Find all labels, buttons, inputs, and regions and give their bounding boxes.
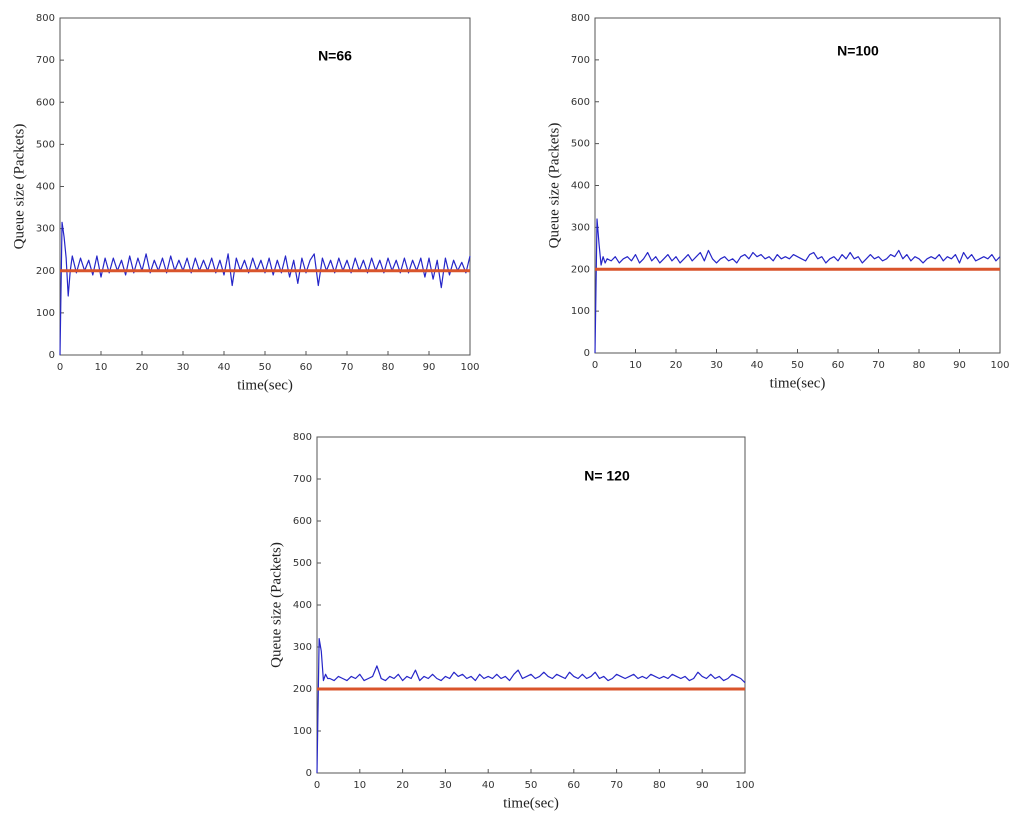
subplot: 0 100 200 300 400 500 600 700 800 0 10 20 30 40 50 60 70… (11, 13, 479, 393)
plot-area (59, 17, 471, 356)
y-tick-label: 500 (571, 139, 590, 150)
x-tick-label: 0 (592, 360, 598, 371)
x-tick-label: 20 (136, 362, 149, 373)
x-tick-label: 10 (95, 362, 108, 373)
y-tick-label: 0 (306, 768, 312, 779)
x-tick-label: 0 (57, 362, 63, 373)
y-tick-label: 300 (36, 224, 55, 235)
y-tick-label: 400 (293, 600, 312, 611)
subplot: 0 100 200 300 400 500 600 700 800 0 10 20 30 40 50 60 70… (268, 432, 754, 811)
x-tick-label: 70 (872, 360, 885, 371)
series-line (594, 218, 1001, 354)
x-tick-label: 100 (735, 780, 754, 791)
y-tick-label: 800 (293, 432, 312, 443)
x-tick-label: 50 (791, 360, 804, 371)
x-tick-label: 0 (314, 780, 320, 791)
x-tick-label: 60 (567, 780, 580, 791)
x-tick-label: 10 (353, 780, 366, 791)
y-tick-label: 100 (36, 308, 55, 319)
x-tick-label: 20 (396, 780, 409, 791)
annotation: N=100 (837, 43, 879, 59)
x-tick-label: 40 (218, 362, 231, 373)
y-tick-label: 700 (293, 474, 312, 485)
subplot: 0 100 200 300 400 500 600 700 800 0 10 20 30 40 50 60 70… (546, 13, 1009, 391)
y-tick-label: 800 (571, 13, 590, 24)
x-tick-label: 90 (953, 360, 966, 371)
y-tick-label: 500 (293, 558, 312, 569)
series-line (316, 638, 746, 774)
annotation: N= 120 (584, 468, 630, 484)
x-axis-label: time(sec) (770, 375, 826, 391)
x-tick-label: 70 (341, 362, 354, 373)
y-tick-label: 500 (36, 139, 55, 150)
x-tick-label: 50 (525, 780, 538, 791)
y-tick-label: 600 (36, 97, 55, 108)
plot-area (594, 17, 1001, 354)
x-tick-label: 60 (832, 360, 845, 371)
y-tick-label: 200 (293, 684, 312, 695)
x-tick-label: 80 (382, 362, 395, 373)
x-tick-label: 90 (696, 780, 709, 791)
y-tick-label: 300 (293, 642, 312, 653)
x-tick-label: 30 (177, 362, 190, 373)
x-tick-label: 40 (482, 780, 495, 791)
x-tick-label: 70 (610, 780, 623, 791)
y-tick-label: 200 (571, 264, 590, 275)
x-tick-label: 80 (913, 360, 926, 371)
x-tick-label: 80 (653, 780, 666, 791)
x-tick-label: 20 (670, 360, 683, 371)
plot-area (316, 436, 746, 774)
x-tick-label: 100 (990, 360, 1009, 371)
y-axis-label: Queue size (Packets) (268, 542, 284, 668)
y-tick-label: 0 (49, 350, 55, 361)
x-axis-label: time(sec) (237, 377, 293, 393)
y-tick-label: 100 (571, 306, 590, 317)
y-tick-label: 200 (36, 266, 55, 277)
y-tick-label: 700 (36, 55, 55, 66)
y-tick-label: 400 (36, 182, 55, 193)
x-tick-label: 30 (439, 780, 452, 791)
y-tick-label: 300 (571, 222, 590, 233)
x-tick-label: 90 (423, 362, 436, 373)
x-tick-label: 50 (259, 362, 272, 373)
annotation: N=66 (318, 48, 352, 64)
y-tick-label: 600 (293, 516, 312, 527)
y-tick-label: 400 (571, 181, 590, 192)
y-tick-label: 0 (584, 348, 590, 359)
x-tick-label: 60 (300, 362, 313, 373)
x-tick-label: 100 (460, 362, 479, 373)
x-tick-label: 40 (751, 360, 764, 371)
y-tick-label: 600 (571, 97, 590, 108)
y-tick-label: 800 (36, 13, 55, 24)
x-tick-label: 30 (710, 360, 723, 371)
y-tick-label: 700 (571, 55, 590, 66)
x-axis-label: time(sec) (503, 795, 559, 811)
y-axis-label: Queue size (Packets) (11, 124, 27, 250)
x-tick-label: 10 (629, 360, 642, 371)
y-tick-label: 100 (293, 726, 312, 737)
y-axis-label: Queue size (Packets) (546, 123, 562, 249)
